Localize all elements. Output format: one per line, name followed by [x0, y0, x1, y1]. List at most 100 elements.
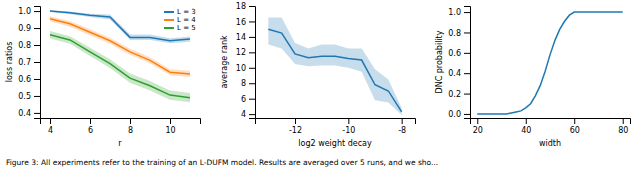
- tick-mark: [526, 118, 527, 124]
- tick-mark: [34, 62, 40, 63]
- line: [477, 12, 622, 114]
- tick-label: 20: [473, 126, 483, 135]
- tick-mark: [348, 118, 349, 124]
- x-axis: -12 -10 -8: [256, 118, 416, 135]
- tick-label: 8: [241, 79, 246, 88]
- tick-mark: [34, 79, 40, 80]
- tick-label: 0.6: [18, 75, 31, 84]
- tick-mark: [249, 37, 255, 38]
- tick-mark: [34, 11, 40, 12]
- tick-mark: [90, 118, 91, 124]
- tick: 0.5: [18, 92, 40, 101]
- tick: -12: [289, 118, 302, 135]
- tick-label: 0.4: [448, 69, 461, 78]
- panel: -12-10-84681012141618log2 weight decayav…: [220, 2, 416, 148]
- y-axis: 0.4 0.5 0.6 0.7 0.8 0.9 1.0: [18, 7, 40, 119]
- axis-line: [41, 119, 201, 125]
- legend-swatch: [164, 27, 174, 29]
- tick-label: 0.9: [18, 24, 31, 33]
- tick-mark: [249, 21, 255, 22]
- tick: 0.9: [18, 24, 40, 33]
- tick-mark: [623, 118, 624, 124]
- tick: 0.0: [448, 110, 470, 119]
- tick-label: 1.0: [448, 8, 461, 17]
- tick: 80: [618, 118, 628, 135]
- tick: 1.0: [18, 7, 40, 16]
- legend-item: L = 3: [164, 8, 196, 16]
- tick: -8: [398, 118, 406, 135]
- tick: 4: [48, 118, 53, 135]
- band: [268, 18, 401, 115]
- tick: 14: [236, 33, 255, 42]
- tick-label: 14: [236, 33, 246, 42]
- tick-mark: [464, 94, 470, 95]
- tick: 4: [241, 110, 255, 119]
- tick: 0.2: [448, 90, 470, 99]
- tick-label: 60: [570, 126, 580, 135]
- tick-mark: [170, 118, 171, 124]
- tick: 40: [521, 118, 531, 135]
- axis-line: [34, 7, 41, 119]
- tick-mark: [574, 118, 575, 124]
- tick: 16: [236, 18, 255, 27]
- tick-label: 0.8: [18, 41, 31, 50]
- tick-mark: [249, 99, 255, 100]
- band: [50, 31, 190, 102]
- tick-mark: [34, 28, 40, 29]
- tick-mark: [249, 68, 255, 69]
- axis-line: [464, 7, 471, 119]
- legend-label: L = 4: [177, 16, 196, 24]
- plot-area: [268, 18, 401, 115]
- y-axis: 4681012141618: [236, 2, 256, 119]
- line: [268, 29, 401, 112]
- tick: 10: [236, 64, 255, 73]
- tick-label: 10: [165, 126, 175, 135]
- tick-label: 4: [48, 126, 53, 135]
- tick-mark: [34, 113, 40, 114]
- tick-mark: [464, 32, 470, 33]
- tick: 60: [570, 118, 580, 135]
- legend-swatch: [164, 19, 174, 21]
- axis-line: [471, 119, 631, 125]
- tick-label: -10: [342, 126, 355, 135]
- y-axis-title: average rank: [220, 35, 229, 89]
- tick-mark: [464, 73, 470, 74]
- tick-label: 40: [521, 126, 531, 135]
- y-axis-title: DNC probability: [435, 30, 444, 93]
- tick-label: 1.0: [18, 7, 31, 16]
- tick-mark: [249, 83, 255, 84]
- axis-line: [249, 7, 256, 119]
- tick-label: 8: [128, 126, 133, 135]
- tick-label: 0.2: [448, 90, 461, 99]
- legend: L = 3L = 4L = 5: [164, 8, 196, 32]
- tick-mark: [34, 45, 40, 46]
- tick: 0.6: [18, 75, 40, 84]
- tick-label: 4: [241, 110, 246, 119]
- tick-mark: [295, 118, 296, 124]
- panel: 468100.40.50.60.70.80.91.0rloss ratiosL …: [5, 7, 201, 149]
- tick: -10: [342, 118, 355, 135]
- tick: 1.0: [448, 8, 470, 17]
- x-axis: 46810: [41, 118, 201, 135]
- tick: 8: [241, 79, 255, 88]
- tick-label: 10: [236, 64, 246, 73]
- tick-mark: [464, 114, 470, 115]
- tick-label: 0.0: [448, 110, 461, 119]
- tick: 0.4: [18, 109, 40, 118]
- tick: 6: [241, 95, 255, 104]
- panel: 204060800.00.20.40.60.81.0widthDNC proba…: [435, 7, 631, 149]
- line: [50, 19, 190, 74]
- tick: 12: [236, 48, 255, 57]
- tick-label: -12: [289, 126, 302, 135]
- tick: 0.7: [18, 58, 40, 67]
- axis-line: [256, 119, 416, 125]
- tick-label: 0.4: [18, 109, 31, 118]
- tick-mark: [477, 118, 478, 124]
- tick-mark: [249, 114, 255, 115]
- figure: 468100.40.50.60.70.80.91.0rloss ratiosL …: [0, 0, 640, 169]
- y-axis-title: loss ratios: [5, 42, 14, 83]
- tick-label: 6: [241, 95, 246, 104]
- tick: 0.8: [448, 29, 470, 38]
- tick-label: -8: [398, 126, 406, 135]
- legend-label: L = 3: [177, 8, 196, 16]
